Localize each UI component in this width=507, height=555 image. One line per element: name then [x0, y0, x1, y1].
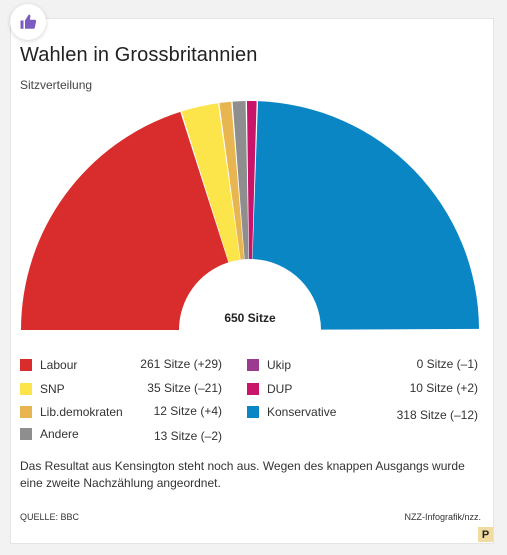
- p-badge[interactable]: P: [478, 527, 493, 542]
- slice-lib-demokraten[interactable]: [219, 101, 245, 260]
- slice-konservative[interactable]: [252, 101, 479, 330]
- legend-value: 10 Sitze (+2): [409, 381, 478, 395]
- legend-item-konservative: Konservative: [247, 404, 336, 420]
- legend-label: Konservative: [267, 405, 337, 419]
- total-seats-label: 650 Sitze: [224, 311, 276, 325]
- chart-title: Wahlen in Grossbritannien: [20, 44, 258, 66]
- legend-swatch: [247, 383, 259, 395]
- legend-value: 13 Sitze (–2): [153, 429, 222, 443]
- source-label: QUELLE: BBC: [20, 512, 80, 522]
- legend-item-lib-demokraten: Lib.demokraten: [20, 404, 123, 420]
- legend-label: Lib.demokraten: [40, 405, 123, 419]
- legend-value: 318 Sitze (–12): [396, 408, 478, 422]
- legend-swatch: [247, 406, 259, 418]
- legend-swatch: [20, 428, 32, 440]
- chart-subtitle: Sitzverteilung: [20, 78, 93, 92]
- half-donut-chart: 650 Sitze: [21, 101, 479, 330]
- legend-value: 12 Sitze (+4): [153, 404, 222, 418]
- legend-label: SNP: [40, 382, 65, 396]
- legend-item-labour: Labour: [20, 357, 77, 373]
- thumbs-up-badge[interactable]: [10, 4, 46, 40]
- thumbs-up-icon: [20, 14, 37, 29]
- chart-area: 650 Sitze: [0, 95, 507, 340]
- credit-label: NZZ-Infografik/nzz.: [404, 512, 481, 522]
- legend-label: Andere: [40, 427, 79, 441]
- legend-value: 261 Sitze (+29): [140, 357, 222, 371]
- slice-dup[interactable]: [246, 101, 257, 260]
- legend-item-andere: Andere: [20, 426, 79, 442]
- slice-andere[interactable]: [232, 101, 249, 260]
- legend-swatch: [20, 406, 32, 418]
- legend-label: Ukip: [267, 358, 292, 372]
- legend-swatch: [247, 359, 259, 371]
- legend-item-ukip: Ukip: [247, 357, 291, 373]
- legend-item-snp: SNP: [20, 381, 65, 397]
- legend-label: Labour: [40, 358, 78, 372]
- legend-value: 0 Sitze (–1): [416, 357, 478, 371]
- legend-swatch: [20, 383, 32, 395]
- slice-snp[interactable]: [181, 103, 241, 263]
- legend-value: 35 Sitze (–21): [147, 381, 222, 395]
- footnote: Das Resultat aus Kensington steht noch a…: [20, 459, 465, 490]
- legend-swatch: [20, 359, 32, 371]
- legend-label: DUP: [267, 382, 293, 396]
- legend-item-dup: DUP: [247, 381, 292, 397]
- slice-labour[interactable]: [21, 111, 229, 330]
